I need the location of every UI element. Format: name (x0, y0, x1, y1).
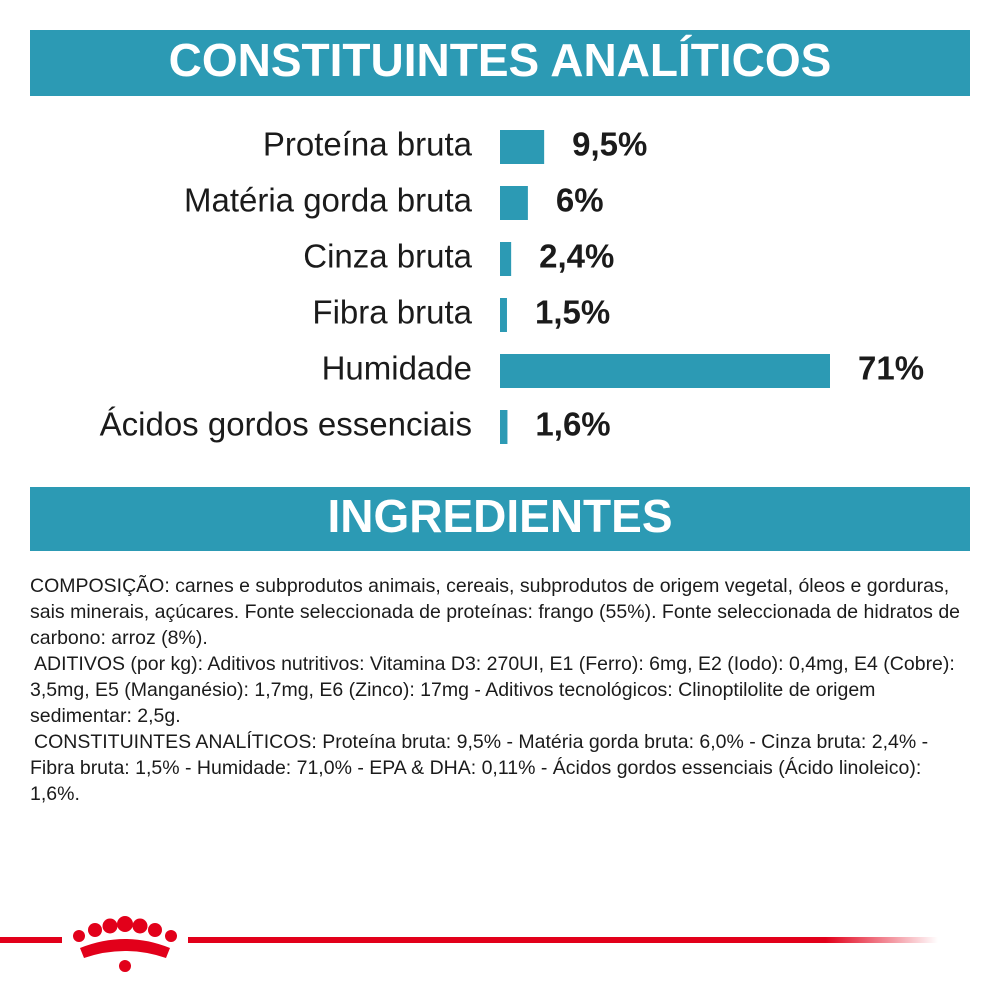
bar (500, 130, 545, 164)
chart-title: CONSTITUINTES ANALÍTICOS (169, 34, 832, 86)
paragraph: ADITIVOS (por kg): Aditivos nutritivos: … (30, 653, 955, 727)
bar (500, 354, 830, 388)
value-label: 1,5% (535, 294, 610, 331)
value-label: 71% (858, 350, 924, 387)
bar (500, 298, 507, 332)
section-title: INGREDIENTES (327, 490, 672, 542)
category-label: Ácidos gordos essenciais (100, 406, 472, 443)
logo (0, 916, 938, 972)
ingredients-text: COMPOSIÇÃO: carnes e subprodutos animais… (30, 573, 970, 807)
category-label: Proteína bruta (263, 126, 473, 163)
paragraph: CONSTITUINTES ANALÍTICOS: Proteína bruta… (30, 731, 929, 805)
paragraph: COMPOSIÇÃO: carnes e subprodutos animais… (30, 575, 961, 649)
value-label: 2,4% (539, 238, 614, 275)
value-label: 1,6% (535, 406, 610, 443)
header-band (30, 487, 970, 551)
bar (500, 186, 528, 220)
category-label: Cinza bruta (303, 238, 472, 275)
header-band (30, 30, 970, 96)
category-label: Humidade (322, 350, 472, 387)
value-label: 9,5% (572, 126, 647, 163)
category-label: Matéria gorda bruta (184, 182, 473, 219)
bar (500, 410, 508, 444)
bar (500, 242, 512, 276)
category-label: Fibra bruta (312, 294, 472, 331)
value-label: 6% (556, 182, 604, 219)
